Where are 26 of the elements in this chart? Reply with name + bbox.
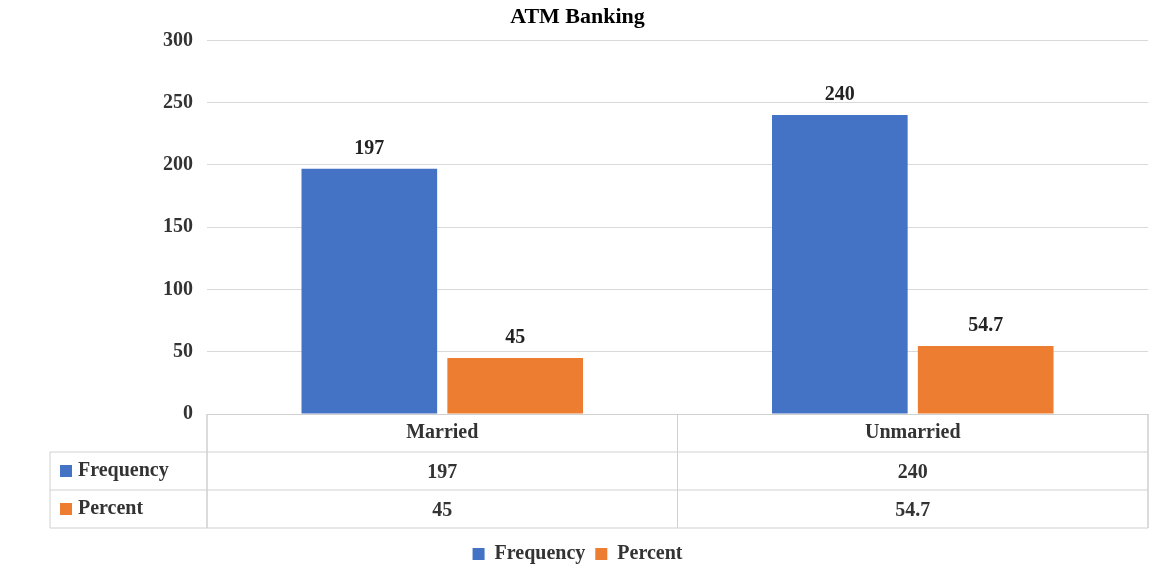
y-tick-label: 0 <box>183 401 193 424</box>
legend-label: Percent <box>617 541 683 564</box>
y-tick-label: 300 <box>163 27 193 50</box>
data-label: 54.7 <box>968 313 1004 336</box>
legend-label: Frequency <box>494 541 586 565</box>
x-tick-label: Unmarried <box>864 420 961 443</box>
y-tick-label: 150 <box>163 214 193 237</box>
y-tick-label: 100 <box>163 276 193 299</box>
bar <box>917 345 1054 414</box>
text: Percent <box>78 496 144 519</box>
bar <box>772 115 908 414</box>
text: 45 <box>431 497 454 522</box>
chart-title: ATM Banking <box>510 2 645 28</box>
data-label: 197 <box>354 135 385 158</box>
bar <box>447 357 583 414</box>
text: 240 <box>896 459 929 484</box>
text: 54.7 <box>894 497 932 522</box>
text: Frequency <box>78 458 169 481</box>
y-tick-label: 250 <box>163 89 193 112</box>
bar <box>301 168 438 414</box>
text: 197 <box>426 459 459 484</box>
y-tick-label: 50 <box>173 338 193 361</box>
data-label: 240 <box>824 82 855 105</box>
y-tick-label: 200 <box>163 152 193 175</box>
x-tick-label: Married <box>406 420 479 443</box>
data-label: 45 <box>505 325 526 348</box>
